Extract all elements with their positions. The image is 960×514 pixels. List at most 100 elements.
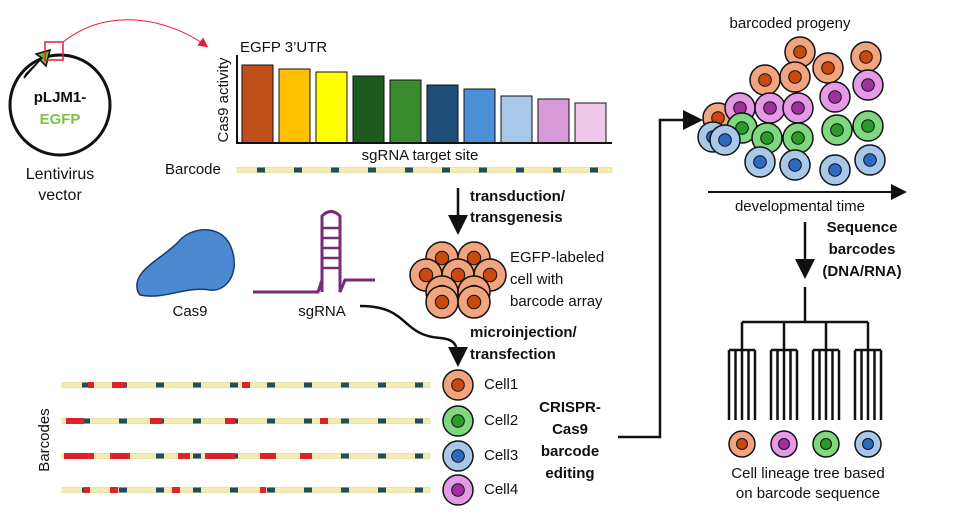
promoter-arrow: [23, 48, 52, 79]
target-site: [119, 487, 127, 493]
nucleus: [736, 438, 748, 450]
bar: [389, 79, 422, 144]
target-site: [82, 382, 90, 388]
target-site: [257, 167, 265, 173]
tree-caption: on barcode sequence: [736, 485, 880, 502]
nucleus: [451, 378, 465, 392]
target-site: [341, 487, 349, 493]
plasmid: [8, 53, 112, 157]
nucleus: [788, 158, 802, 172]
nucleus: [828, 90, 842, 104]
arrow: [618, 110, 703, 439]
edit: [320, 418, 328, 424]
edit: [110, 453, 130, 459]
cell-description: EGFP-labeled: [510, 249, 604, 266]
activity-bars: [241, 64, 607, 144]
target-site: [378, 453, 386, 459]
target-site: [267, 418, 275, 424]
progeny-cells: [697, 36, 886, 186]
barcode: [236, 167, 613, 173]
plot-title: EGFP 3’UTR: [240, 39, 327, 56]
tree-caption: Cell lineage tree based: [731, 465, 884, 482]
insert-box: [44, 41, 64, 61]
cell-description: cell with: [510, 271, 563, 288]
lineage-tree: [727, 287, 883, 458]
target-site: [415, 487, 423, 493]
target-site: [516, 167, 524, 173]
step-label: microinjection/: [470, 324, 578, 341]
nucleus: [482, 267, 498, 283]
nucleus: [778, 438, 790, 450]
cell-label: Cell3: [484, 447, 518, 464]
x-label: sgRNA target site: [362, 147, 479, 164]
step-label: Cas9: [552, 421, 588, 438]
nucleus: [450, 267, 466, 283]
target-site: [156, 453, 164, 459]
step-label: barcode: [541, 443, 599, 460]
target-site: [442, 167, 450, 173]
step-label: transgenesis: [470, 209, 563, 226]
nucleus: [451, 483, 465, 497]
nucleus: [861, 78, 875, 92]
nucleus: [418, 267, 434, 283]
target-site: [378, 487, 386, 493]
vector-name: pLJM1-: [34, 89, 87, 106]
target-site: [331, 167, 339, 173]
step-label: barcodes: [829, 241, 896, 258]
target-site: [415, 418, 423, 424]
cell-cluster: [409, 241, 507, 319]
bar: [352, 75, 385, 144]
target-site: [119, 418, 127, 424]
nucleus: [828, 163, 842, 177]
edit: [178, 453, 190, 459]
nucleus: [791, 131, 805, 145]
nucleus: [451, 414, 465, 428]
time-axis-label: developmental time: [735, 198, 865, 215]
target-site: [378, 382, 386, 388]
target-site: [304, 487, 312, 493]
edit: [112, 382, 126, 388]
target-site: [230, 382, 238, 388]
reagent-label: Cas9: [172, 303, 207, 320]
nucleus: [466, 250, 482, 266]
nucleus: [753, 155, 767, 169]
edit: [300, 453, 312, 459]
step-label: (DNA/RNA): [822, 263, 901, 280]
edit: [66, 418, 84, 424]
nucleus: [821, 61, 835, 75]
step-label: editing: [545, 465, 594, 482]
zoom-arrow: [62, 19, 209, 48]
target-site: [415, 453, 423, 459]
nucleus: [758, 73, 772, 87]
vector-caption: Lentivirus: [26, 166, 94, 183]
target-site: [156, 382, 164, 388]
target-site: [341, 418, 349, 424]
nucleus: [862, 438, 874, 450]
edited-barcodes: [61, 369, 474, 506]
barcode-line: [61, 453, 431, 459]
vector-name: EGFP: [40, 111, 81, 128]
target-site: [405, 167, 413, 173]
target-site: [267, 382, 275, 388]
edit: [260, 453, 276, 459]
bar: [463, 88, 496, 144]
bar: [315, 71, 348, 144]
barcode-line: [61, 487, 431, 493]
vector-caption: vector: [38, 187, 82, 204]
target-site: [304, 418, 312, 424]
step-label: transduction/: [470, 188, 566, 205]
edit: [150, 418, 162, 424]
barcode-line: [236, 167, 613, 173]
step-label: transfection: [470, 346, 556, 363]
cas9-shape: [136, 229, 235, 297]
target-site: [82, 418, 90, 424]
target-site: [378, 418, 386, 424]
nucleus: [451, 449, 465, 463]
target-site: [193, 382, 201, 388]
nucleus: [788, 70, 802, 84]
nucleus: [718, 133, 732, 147]
nucleus: [820, 438, 832, 450]
bar: [278, 68, 311, 144]
edit: [110, 487, 118, 493]
